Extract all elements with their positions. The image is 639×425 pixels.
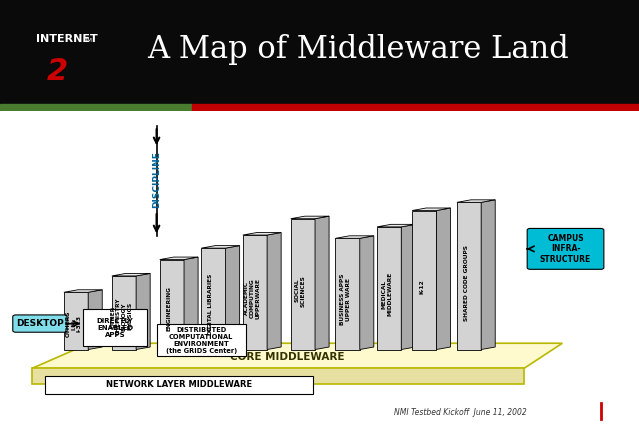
- Polygon shape: [243, 232, 281, 235]
- Polygon shape: [64, 292, 88, 349]
- Text: DIRECTLY
ENABLED
APPS: DIRECTLY ENABLED APPS: [96, 317, 134, 337]
- Polygon shape: [32, 368, 524, 384]
- Text: ENGINEERING: ENGINEERING: [167, 286, 172, 332]
- Polygon shape: [184, 257, 198, 349]
- Text: ACADEMIC
COMPUTING
UPPERWARE: ACADEMIC COMPUTING UPPERWARE: [244, 278, 261, 318]
- Polygon shape: [112, 273, 150, 276]
- Polygon shape: [88, 290, 102, 349]
- Polygon shape: [412, 208, 450, 210]
- Polygon shape: [457, 200, 495, 202]
- Text: SHARED CODE GROUPS: SHARED CODE GROUPS: [464, 245, 469, 321]
- Text: DISTRIBUTED
COMPUTATIONAL
ENVIRONMENT
(the GRIDS Center): DISTRIBUTED COMPUTATIONAL ENVIRONMENT (t…: [166, 326, 237, 354]
- Polygon shape: [201, 246, 240, 248]
- Polygon shape: [401, 224, 415, 349]
- Bar: [192, 104, 639, 111]
- Polygon shape: [291, 216, 329, 219]
- Polygon shape: [32, 343, 562, 368]
- Bar: [0, 104, 192, 111]
- Text: K-12: K-12: [419, 280, 424, 295]
- Text: TM: TM: [84, 38, 92, 43]
- Polygon shape: [335, 236, 374, 238]
- Polygon shape: [335, 238, 360, 349]
- Bar: [45, 376, 313, 394]
- Polygon shape: [160, 260, 184, 349]
- Bar: [83, 309, 147, 346]
- Text: DISCIPLINE: DISCIPLINE: [152, 151, 161, 208]
- Text: MEDICAL
MIDDLEWARE: MEDICAL MIDDLEWARE: [381, 272, 392, 317]
- Polygon shape: [267, 232, 281, 349]
- Text: NETWORK LAYER MIDDLEWARE: NETWORK LAYER MIDDLEWARE: [106, 380, 252, 389]
- Polygon shape: [64, 290, 102, 292]
- Text: CAMPUS
INFRA-
STRUCTURE: CAMPUS INFRA- STRUCTURE: [540, 234, 591, 264]
- Polygon shape: [136, 273, 150, 349]
- Polygon shape: [226, 246, 240, 349]
- Polygon shape: [291, 219, 315, 349]
- Polygon shape: [243, 235, 267, 349]
- Polygon shape: [436, 208, 450, 349]
- Polygon shape: [112, 276, 136, 349]
- Polygon shape: [160, 257, 198, 260]
- Polygon shape: [481, 200, 495, 349]
- Text: OTHERS
I.M.
I-323: OTHERS I.M. I-323: [65, 311, 82, 337]
- FancyBboxPatch shape: [527, 229, 604, 269]
- Text: BUSINESS APPS
UPPER WARE: BUSINESS APPS UPPER WARE: [340, 274, 351, 325]
- Text: OTHER
CHEMISTRY
BIOLOGY
PHYSICS: OTHER CHEMISTRY BIOLOGY PHYSICS: [111, 298, 133, 335]
- Text: NMI Testbed Kickoff  June 11, 2002: NMI Testbed Kickoff June 11, 2002: [394, 408, 527, 417]
- Polygon shape: [412, 210, 436, 349]
- Text: INTERNET: INTERNET: [36, 34, 98, 44]
- Polygon shape: [201, 248, 226, 349]
- Bar: [157, 324, 246, 356]
- Text: DESKTOP: DESKTOP: [17, 319, 64, 328]
- Text: DIGITAL LIBRARIES: DIGITAL LIBRARIES: [208, 273, 213, 334]
- Polygon shape: [360, 236, 374, 349]
- Polygon shape: [315, 216, 329, 349]
- Text: CORE MIDDLEWARE: CORE MIDDLEWARE: [230, 352, 345, 363]
- Text: A Map of Middleware Land: A Map of Middleware Land: [147, 34, 569, 65]
- FancyBboxPatch shape: [13, 315, 67, 332]
- Polygon shape: [377, 224, 415, 227]
- Polygon shape: [377, 227, 401, 349]
- Text: 2: 2: [47, 57, 68, 86]
- Polygon shape: [457, 202, 481, 349]
- Text: SOCIAL
SCIENCES: SOCIAL SCIENCES: [295, 275, 306, 306]
